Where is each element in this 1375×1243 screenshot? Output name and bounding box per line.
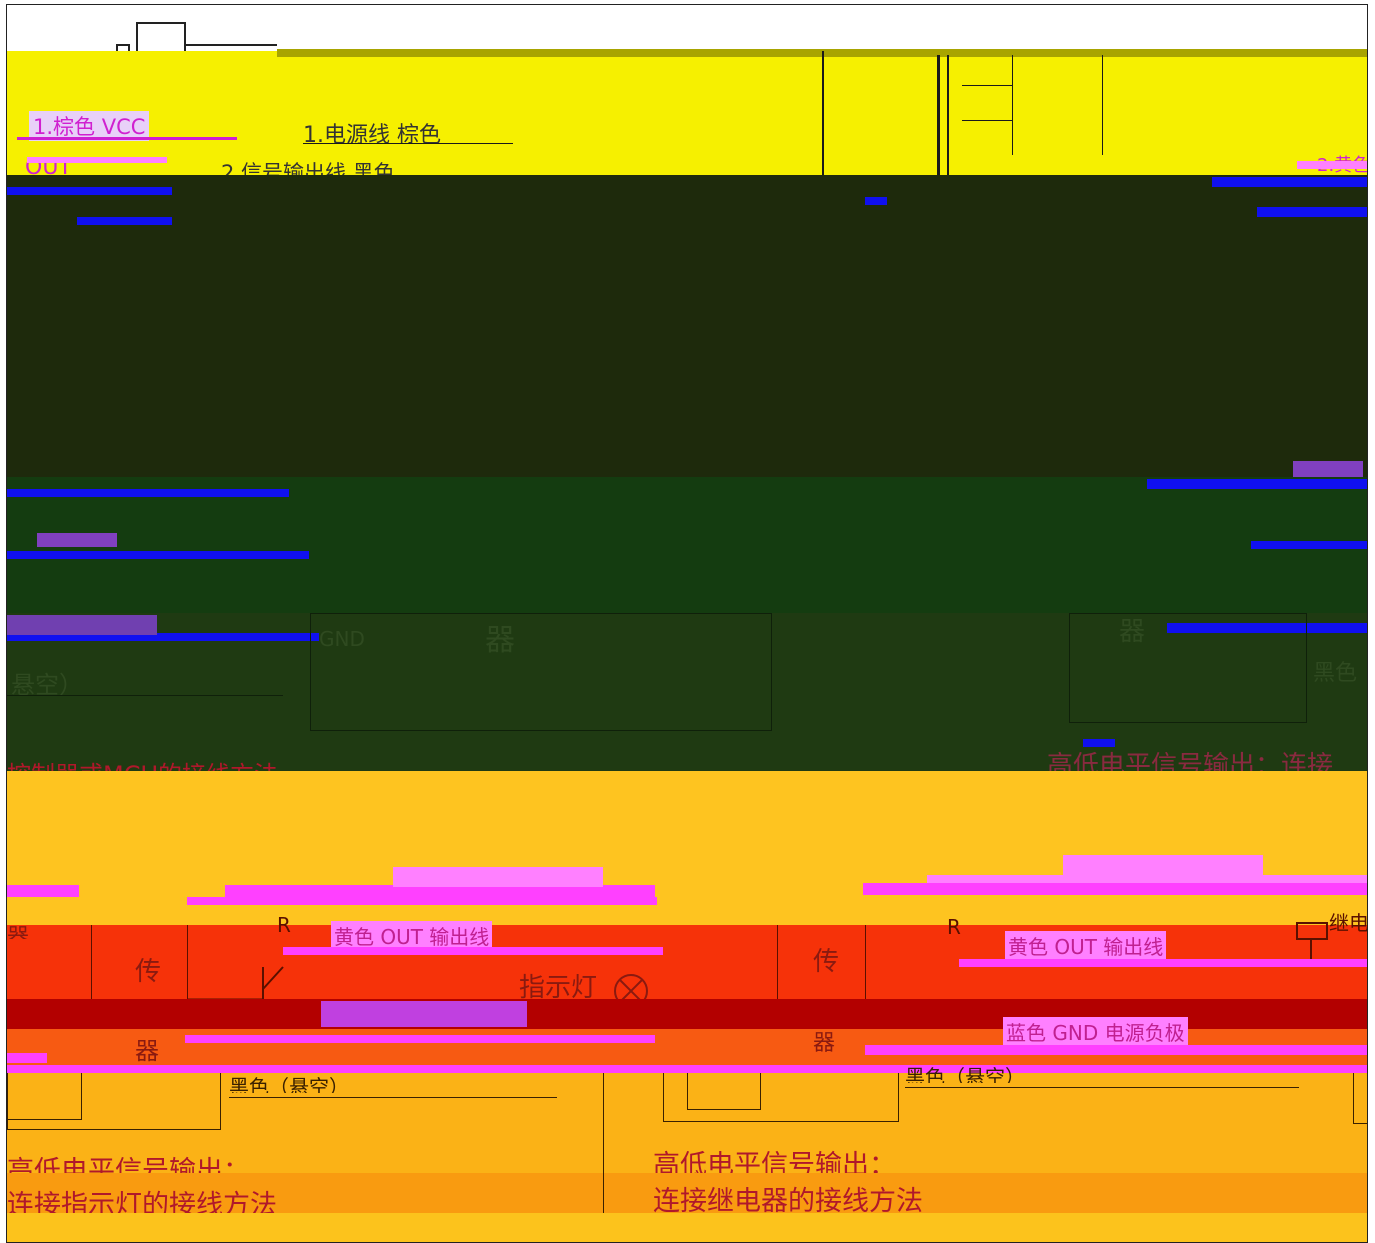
magenta-wire (185, 1035, 655, 1043)
relay-sensor-char-1: 传 (813, 947, 840, 977)
lamp-sensor-char-3: 器 (135, 1037, 159, 1065)
purple-strip (321, 1001, 527, 1027)
magenta-wire (7, 1053, 47, 1063)
purple-strip (1293, 461, 1363, 477)
sensor-body-line (822, 51, 824, 175)
float-left-label: 悬空） (11, 671, 83, 699)
blue-strip (865, 197, 887, 205)
outline-box (1069, 613, 1307, 723)
signal-out-label: 2.信号输出线 黑色 (221, 161, 395, 175)
blue-strip (77, 217, 172, 225)
lamp-top-label: 器 (7, 925, 30, 939)
lamp-bottom-line (229, 1097, 557, 1098)
relay-bottom-line (905, 1087, 1299, 1088)
bottom-amber-strip (7, 1213, 1367, 1242)
lamp-out-wire-label: 黄色 OUT 输出线 (331, 921, 493, 950)
relay-bottom-wire-label: 黑色（悬空） (905, 1065, 1025, 1083)
relay-corner-line (1353, 1073, 1367, 1124)
blue-strip (1212, 177, 1367, 187)
power-line-label: 1.电源线 棕色 (303, 123, 441, 148)
vcc-left-label: 1.棕色 VCC (29, 111, 150, 141)
magenta-wire (865, 1045, 1367, 1055)
magenta-strip (7, 885, 79, 897)
black-right-label: 黑色 (1313, 661, 1358, 686)
sensor-body-line (1102, 55, 1103, 155)
sensor-char-label: 器 (485, 623, 515, 658)
blue-strip (7, 489, 289, 497)
relay-gnd-wire-label: 蓝色 GND 电源负极 (1003, 1017, 1188, 1046)
magenta-strip (1063, 855, 1263, 877)
sensor-body-line (962, 120, 1012, 121)
magenta-strip (863, 883, 1367, 895)
blue-strip (7, 633, 319, 641)
magenta-strip (225, 885, 655, 897)
dark-olive-block (7, 175, 1367, 477)
magenta-wire (283, 947, 663, 955)
lamp-label: 指示灯 (519, 973, 598, 1003)
blue-strip (7, 187, 172, 195)
blue-strip (1251, 541, 1367, 549)
sensor-body-line (937, 55, 940, 175)
blue-strip (1167, 623, 1367, 633)
top-white-strip (7, 5, 1367, 58)
purple-strip (7, 615, 157, 635)
lamp-r-label: R (277, 913, 291, 937)
relay-sensor-char-3: 器 (813, 1031, 836, 1056)
deep-orange-band (7, 1173, 1367, 1213)
sensor-body-line (962, 85, 1012, 86)
power-line-underline (303, 143, 513, 144)
blue-strip (7, 551, 309, 559)
lamp-ground-box (7, 1073, 221, 1130)
vcc-underline (17, 137, 237, 140)
lamp-ground-inner (7, 1073, 82, 1120)
magenta-wire (959, 959, 1367, 967)
underline (7, 695, 283, 696)
sensor-body-line (947, 55, 949, 175)
wiring-diagram-page: 1.棕色 VCC 1.电源线 棕色 2.信号输出线 黑色 OUT 2.黄色 GN… (6, 4, 1368, 1243)
highlow-right-title: 高低电平信号输出：连接 (1047, 751, 1334, 771)
purple-strip (37, 533, 117, 547)
blue-strip (1147, 479, 1367, 489)
sensor-body-line (1012, 55, 1013, 155)
divider-vertical-lower (603, 1173, 604, 1213)
lamp-sensor-char-1: 传 (135, 957, 162, 987)
relay-r-label: R (947, 915, 961, 939)
magenta-strip-right (1297, 161, 1367, 169)
magenta-strip-left (27, 157, 167, 163)
relay-ground-inner (687, 1073, 761, 1110)
blue-strip (1257, 207, 1367, 217)
relay-ground-box (663, 1073, 899, 1122)
magenta-strip (187, 897, 657, 905)
outline-box (310, 613, 772, 731)
dark-green-block (7, 477, 1367, 613)
relay-caption-line2: 连接继电器的接线方法 (653, 1186, 923, 1217)
sensor-char-label-right: 器 (1119, 617, 1146, 647)
yellow-band (7, 51, 1367, 175)
blue-strip (1083, 739, 1115, 747)
divider-vertical (603, 1073, 604, 1213)
magenta-strip (393, 867, 603, 887)
magenta-wire (7, 1065, 1367, 1073)
lamp-bottom-wire-label: 黑色（悬空） (229, 1075, 349, 1093)
gnd-label: GND (319, 627, 365, 651)
controller-wiring-title: 控制器或MCU的接线方法 (7, 755, 278, 771)
magenta-strip (927, 875, 1367, 883)
relay-label: 继电 (1329, 911, 1368, 935)
relay-out-wire-label: 黄色 OUT 输出线 (1005, 931, 1167, 960)
relay-coil-icon (1296, 922, 1328, 959)
